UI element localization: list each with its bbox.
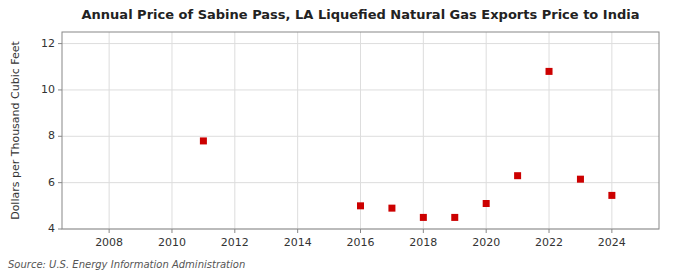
point — [200, 137, 207, 144]
x-tick-label: 2008 — [95, 236, 123, 249]
y-tick — [58, 182, 62, 183]
x-tick — [360, 229, 361, 233]
point — [420, 214, 427, 221]
x-grid-line — [549, 32, 550, 229]
x-tick-label: 2024 — [598, 236, 626, 249]
point — [483, 200, 490, 207]
x-tick — [234, 229, 235, 233]
x-tick-label: 2018 — [409, 236, 437, 249]
x-grid-line — [109, 32, 110, 229]
x-tick — [297, 229, 298, 233]
point — [388, 205, 395, 212]
x-tick-label: 2010 — [158, 236, 186, 249]
x-tick — [486, 229, 487, 233]
x-grid-line — [360, 32, 361, 229]
x-grid-line — [486, 32, 487, 229]
y-tick-label: 8 — [48, 129, 55, 142]
plot-frame — [62, 32, 659, 229]
x-grid-line — [297, 32, 298, 229]
y-tick — [58, 43, 62, 44]
x-tick-label: 2022 — [535, 236, 563, 249]
y-axis-label: Dollars per Thousand Cubic Feet — [9, 40, 22, 219]
x-tick — [423, 229, 424, 233]
points — [200, 68, 615, 221]
x-tick — [611, 229, 612, 233]
y-tick — [58, 229, 62, 230]
x-axis: 2008 2010 2012 2014 2016 2018 2020 2022 2024 — [95, 229, 626, 249]
y-tick-label: 10 — [41, 83, 55, 96]
source-note: Source: U.S. Energy Information Administ… — [8, 259, 245, 270]
y-axis: 4 6 8 10 12 — [41, 37, 62, 235]
point — [451, 214, 458, 221]
x-tick — [171, 229, 172, 233]
point — [357, 202, 364, 209]
x-tick-label: 2014 — [284, 236, 312, 249]
x-tick — [549, 229, 550, 233]
y-tick — [58, 136, 62, 137]
point — [608, 192, 615, 199]
chart-container: 4681012200820102012201420162018202020222… — [0, 0, 675, 275]
x-tick-label: 2012 — [221, 236, 249, 249]
x-grid-line — [423, 32, 424, 229]
point — [577, 176, 584, 183]
y-tick — [58, 89, 62, 90]
x-tick-label: 2020 — [472, 236, 500, 249]
x-tick — [109, 229, 110, 233]
x-grid-line — [234, 32, 235, 229]
x-grid-line — [171, 32, 172, 229]
x-grid-line — [611, 32, 612, 229]
title: Annual Price of Sabine Pass, LA Liquefie… — [82, 7, 640, 22]
y-tick-label: 4 — [48, 222, 55, 235]
grid — [62, 32, 659, 229]
chart-svg: 4681012200820102012201420162018202020222… — [0, 0, 675, 275]
y-tick-label: 12 — [41, 37, 55, 50]
point — [546, 68, 553, 75]
x-tick-label: 2016 — [347, 236, 375, 249]
point — [514, 172, 521, 179]
y-tick-label: 6 — [48, 176, 55, 189]
